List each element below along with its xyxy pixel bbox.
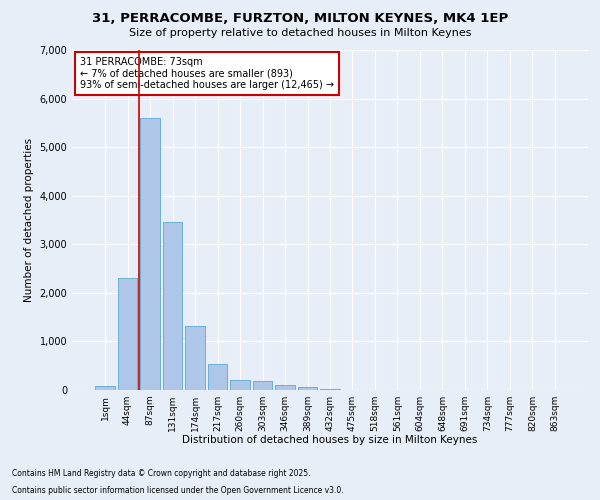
X-axis label: Distribution of detached houses by size in Milton Keynes: Distribution of detached houses by size … <box>182 436 478 446</box>
Bar <box>95 386 115 390</box>
Text: 31, PERRACOMBE, FURZTON, MILTON KEYNES, MK4 1EP: 31, PERRACOMBE, FURZTON, MILTON KEYNES, … <box>92 12 508 26</box>
Text: Contains public sector information licensed under the Open Government Licence v3: Contains public sector information licen… <box>12 486 344 495</box>
Bar <box>140 118 160 390</box>
Bar <box>163 222 182 390</box>
Bar <box>298 387 317 390</box>
Bar <box>320 388 340 390</box>
Text: 31 PERRACOMBE: 73sqm
← 7% of detached houses are smaller (893)
93% of semi-detac: 31 PERRACOMBE: 73sqm ← 7% of detached ho… <box>80 57 334 90</box>
Bar <box>275 384 295 390</box>
Bar <box>208 364 227 390</box>
Bar <box>230 380 250 390</box>
Y-axis label: Number of detached properties: Number of detached properties <box>24 138 34 302</box>
Text: Size of property relative to detached houses in Milton Keynes: Size of property relative to detached ho… <box>129 28 471 38</box>
Bar <box>253 381 272 390</box>
Bar <box>185 326 205 390</box>
Bar <box>118 278 137 390</box>
Text: Contains HM Land Registry data © Crown copyright and database right 2025.: Contains HM Land Registry data © Crown c… <box>12 468 311 477</box>
